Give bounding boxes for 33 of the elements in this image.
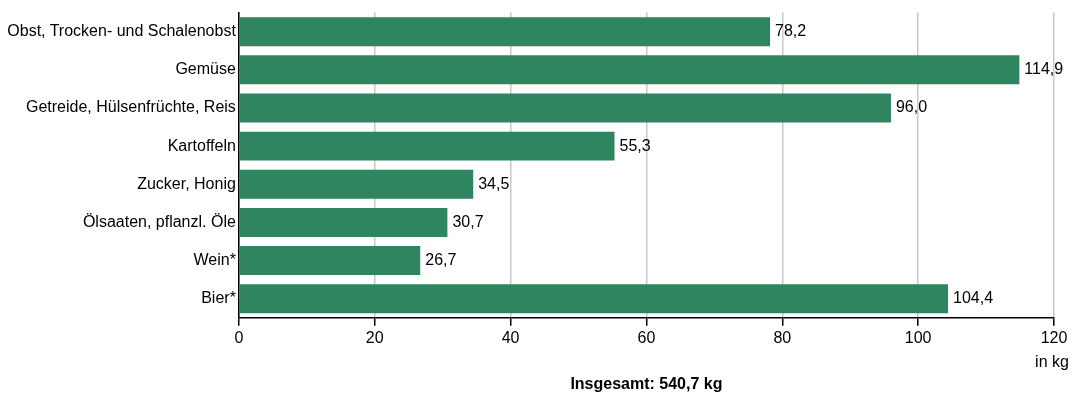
- text: Insgesamt: 540,7 kg: [570, 375, 723, 393]
- x-tick-label: 120: [1040, 328, 1068, 346]
- y-tick-label: Obst, Trocken- und Schalenobst: [7, 22, 237, 40]
- x-tick-label: 80: [773, 328, 792, 346]
- y-tick-label: Gemüse: [175, 60, 236, 78]
- data-label: 30,7: [452, 212, 484, 230]
- x-tick-label: 100: [904, 328, 932, 346]
- data-label: 96,0: [895, 98, 928, 116]
- bar: [239, 93, 891, 123]
- y-tick-label: Getreide, Hülsenfrüchte, Reis: [25, 98, 236, 116]
- bar: [239, 284, 949, 314]
- x-tick-label: 20: [365, 328, 384, 346]
- y-tick-label: Ölsaaten, pflanzl. Öle: [82, 212, 236, 230]
- x-tick-label: 60: [637, 328, 656, 346]
- data-label: 78,2: [775, 22, 807, 40]
- x-tick-label: 40: [501, 328, 520, 346]
- data-label: 55,3: [619, 136, 651, 154]
- data-label: 114,9: [1024, 60, 1064, 78]
- y-tick-label: Wein*: [193, 250, 236, 268]
- data-label: 34,5: [478, 174, 510, 192]
- x-tick-label: 0: [234, 328, 244, 346]
- y-tick-label: Kartoffeln: [167, 136, 236, 154]
- bar: [239, 207, 448, 237]
- data-label: 104,4: [953, 289, 994, 307]
- y-tick-label: Zucker, Honig: [137, 174, 236, 192]
- bar: [239, 17, 771, 47]
- data-label: 26,7: [425, 250, 457, 268]
- bar: [239, 55, 1020, 85]
- y-tick-label: Bier*: [201, 289, 236, 307]
- bar: [239, 246, 421, 276]
- bar: [239, 131, 615, 161]
- x-axis-title: in kg: [1035, 353, 1069, 371]
- bar: [239, 169, 474, 199]
